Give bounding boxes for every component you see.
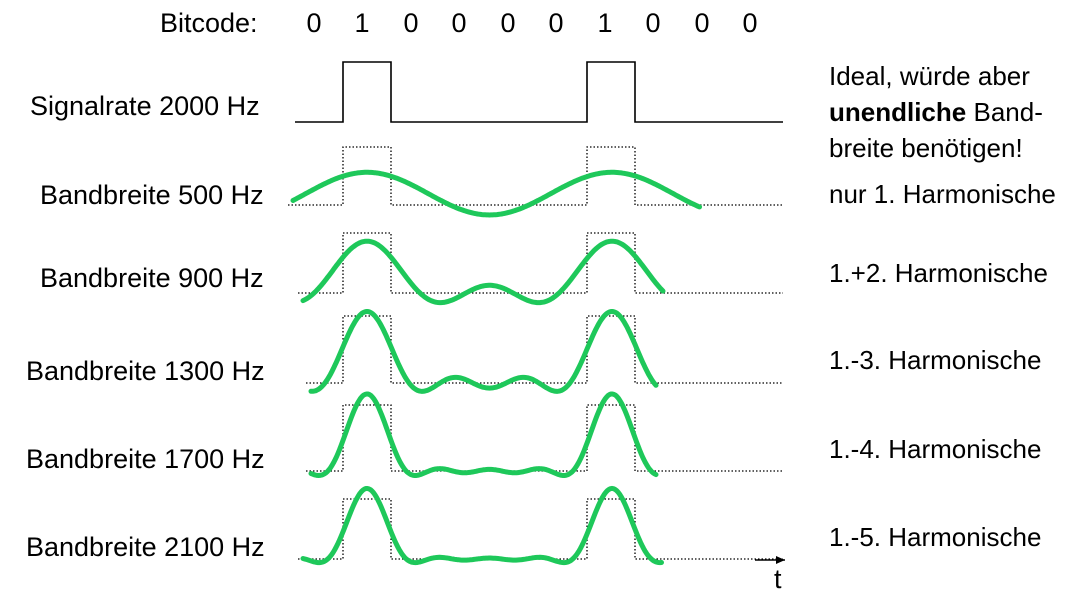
bit-5: 0 [548,8,563,38]
time-axis-label: t [774,564,782,594]
bandlimited-wave-2-harmonics [300,238,666,306]
note-h3: 1.-3. Harmonische [829,345,1042,375]
note-ideal-line2-rest: Band- [966,97,1043,127]
reference-square-2 [298,232,783,294]
row-label-bw1300: Bandbreite 1300 Hz [26,356,265,386]
row-label-bw2100: Bandbreite 2100 Hz [26,532,265,562]
reference-square-3 [306,315,783,384]
reference-square-1 [288,146,783,206]
bit-0: 0 [306,8,321,38]
note-ideal-line3: breite benötigen! [829,133,1023,163]
reference-square-4 [306,404,783,472]
bit-6: 1 [597,8,612,38]
row-label-bw1700: Bandbreite 1700 Hz [26,444,265,474]
bitcode-label: Bitcode: [160,8,258,38]
bit-8: 0 [694,8,709,38]
bit-7: 0 [645,8,660,38]
ideal-square-wave [295,61,783,123]
note-ideal-line1: Ideal, würde aber [829,61,1030,91]
note-h1: nur 1. Harmonische [829,179,1056,209]
note-ideal: Ideal, würde aber unendliche Band- breit… [829,58,1043,166]
reference-square-waves [288,146,783,560]
bandlimited-wave-5-harmonics [300,485,664,566]
note-ideal-line2: unendliche Band- [829,94,1043,130]
note-h5: 1.-5. Harmonische [829,522,1042,552]
note-h4: 1.-4. Harmonische [829,434,1042,464]
bit-4: 0 [500,8,515,38]
row-label-bw900: Bandbreite 900 Hz [40,263,264,293]
bandlimited-wave-1-harmonics [290,169,702,218]
note-ideal-bold: unendliche [829,97,967,127]
row-label-signalrate: Signalrate 2000 Hz [30,91,260,121]
note-h2: 1.+2. Harmonische [829,258,1048,288]
bandlimited-waves [290,169,702,566]
bit-3: 0 [451,8,466,38]
row-label-bw500: Bandbreite 500 Hz [40,180,264,210]
time-axis-arrow [776,556,785,564]
bit-9: 0 [742,8,757,38]
bandlimited-wave-3-harmonics [308,309,659,394]
bit-2: 0 [403,8,418,38]
reference-square-5 [298,498,783,560]
bandlimited-wave-4-harmonics [308,391,659,478]
bit-1: 1 [354,8,369,38]
